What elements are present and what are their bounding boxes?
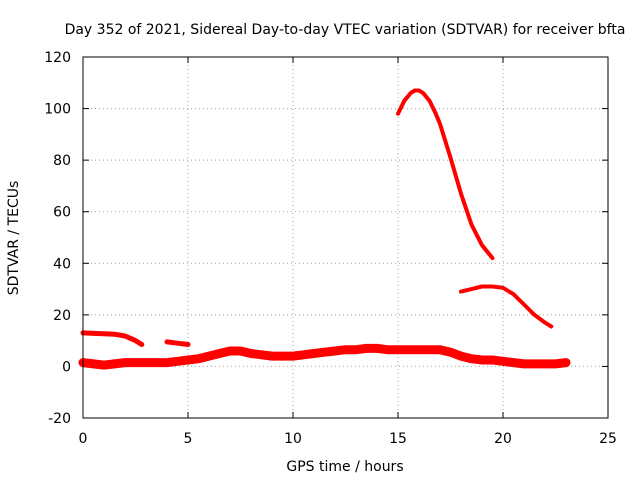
x-tick-label: 20 [494,431,512,447]
y-tick-label: 80 [53,153,71,169]
series-line-late-arc [459,284,554,329]
y-tick-label: 20 [53,308,71,324]
series-line-peak-arc [396,88,495,261]
x-tick-label: 5 [184,431,193,447]
series-line-baseline [78,343,571,370]
tick-label-layer: 0 5 10 15 20 25 -20 0 20 40 60 80 100 120 [44,50,617,447]
series-line-short-arc [164,339,191,347]
y-axis-label: SDTVAR / TECUs [6,181,22,296]
y-tick-label: -20 [48,411,71,427]
series-layer [78,88,571,370]
chart-title: Day 352 of 2021, Sidereal Day-to-day VTE… [65,22,626,38]
x-tick-label: 0 [79,431,88,447]
x-tick-label: 10 [284,431,302,447]
plot-frame [82,56,609,419]
x-tick-label: 15 [389,431,407,447]
y-tick-label: 120 [44,50,71,66]
y-tick-label: 40 [53,256,71,272]
series-line-early-arc [80,330,145,347]
y-tick-label: 100 [44,102,71,118]
y-tick-label: 0 [62,359,71,375]
x-axis-label: GPS time / hours [286,459,403,475]
y-tick-label: 60 [53,205,71,221]
x-tick-label: 25 [599,431,617,447]
